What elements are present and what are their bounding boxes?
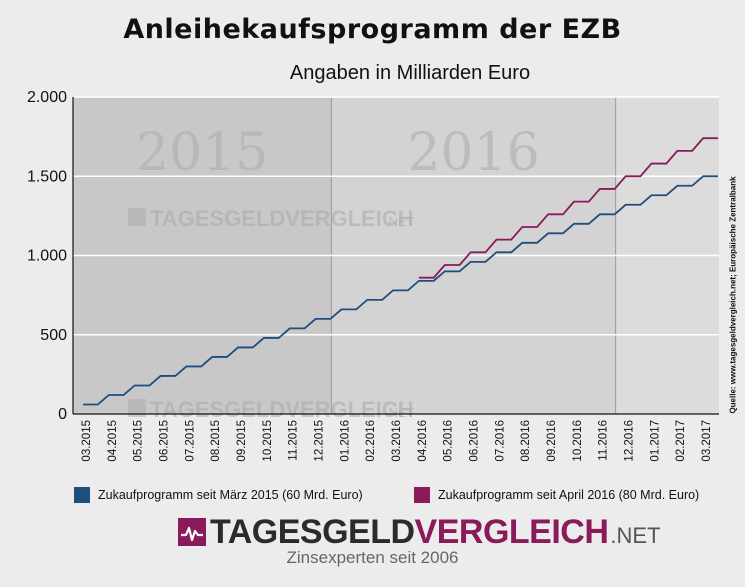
series-line-2 <box>418 137 718 279</box>
watermark-text: TAGESGELDVERGLEICH <box>150 397 414 422</box>
x-tick-label: 10.2015 <box>262 420 274 462</box>
x-tick-label: 03.2016 <box>391 420 403 462</box>
x-tick-label: 11.2015 <box>288 420 300 461</box>
x-tick-label: 05.2016 <box>443 420 455 462</box>
brand-tagline: Zinsexperten seit 2006 <box>286 548 459 567</box>
brand-logo: TAGESGELD VERGLEICH .NET <box>178 512 661 552</box>
x-tick-label: 12.2016 <box>624 420 636 462</box>
legend-swatch-series-1 <box>74 487 90 503</box>
x-tick-label: 12.2015 <box>313 420 325 462</box>
x-tick-label: 02.2016 <box>365 420 377 462</box>
x-tick-label: 09.2016 <box>546 420 558 462</box>
watermark: TAGESGELDVERGLEICH.NET <box>128 206 415 231</box>
x-tick-label: 01.2017 <box>649 420 661 462</box>
x-tick-label: 08.2015 <box>210 420 222 462</box>
x-tick-label: 06.2015 <box>158 420 170 462</box>
brand-suffix: .NET <box>610 523 661 548</box>
watermark: TAGESGELDVERGLEICH.NET <box>128 397 415 422</box>
year-label-2016: 2016 <box>407 123 539 183</box>
legend-label-series-2: Zukaufprogramm seit April 2016 (80 Mrd. … <box>438 488 700 502</box>
chart-logo-icon <box>178 518 206 546</box>
x-tick-label: 02.2017 <box>675 420 687 462</box>
watermark-suffix: .NET <box>385 214 415 229</box>
x-tick-label: 07.2016 <box>494 420 506 462</box>
x-tick-label: 08.2016 <box>520 420 532 462</box>
x-tick-label: 11.2016 <box>598 420 610 461</box>
watermark-logo-icon <box>128 399 146 417</box>
chart-subtitle: Angaben in Milliarden Euro <box>289 62 531 84</box>
x-tick-label: 01.2016 <box>339 420 351 462</box>
legend-swatch-series-2 <box>414 487 430 503</box>
x-tick-label: 05.2015 <box>133 420 145 462</box>
y-tick-label: 0 <box>58 406 67 423</box>
x-tick-label: 04.2015 <box>107 420 119 462</box>
x-tick-label: 10.2016 <box>572 420 584 462</box>
year-label-2015: 2015 <box>136 123 268 183</box>
y-tick-label: 2.000 <box>27 89 67 106</box>
x-tick-label: 03.2017 <box>701 420 713 462</box>
legend-item-series-1: Zukaufprogramm seit März 2015 (60 Mrd. E… <box>74 486 363 504</box>
x-tick-label: 07.2015 <box>184 420 196 462</box>
chart-title: Anleihekaufsprogramm der EZB <box>123 14 622 45</box>
brand-name-part1: TAGESGELD <box>210 512 415 551</box>
legend-item-series-2: Zukaufprogramm seit April 2016 (80 Mrd. … <box>414 486 699 504</box>
legend-label-series-1: Zukaufprogramm seit März 2015 (60 Mrd. E… <box>98 488 363 502</box>
x-tick-label: 06.2016 <box>469 420 481 462</box>
series-line-1 <box>83 175 718 406</box>
x-tick-label: 04.2016 <box>417 420 429 462</box>
y-tick-label: 500 <box>40 327 67 344</box>
watermark-logo-icon <box>128 208 146 226</box>
x-tick-label: 03.2015 <box>81 420 93 462</box>
watermark-text: TAGESGELDVERGLEICH <box>150 206 414 231</box>
y-tick-label: 1.000 <box>27 248 67 265</box>
y-tick-label: 1.500 <box>27 168 67 185</box>
source-note: Quelle: www.tagesgeldvergleich.net; Euro… <box>728 176 738 414</box>
watermark-suffix: .NET <box>385 405 415 420</box>
x-tick-label: 09.2015 <box>236 420 248 462</box>
brand-name-part2: VERGLEICH <box>414 512 609 551</box>
